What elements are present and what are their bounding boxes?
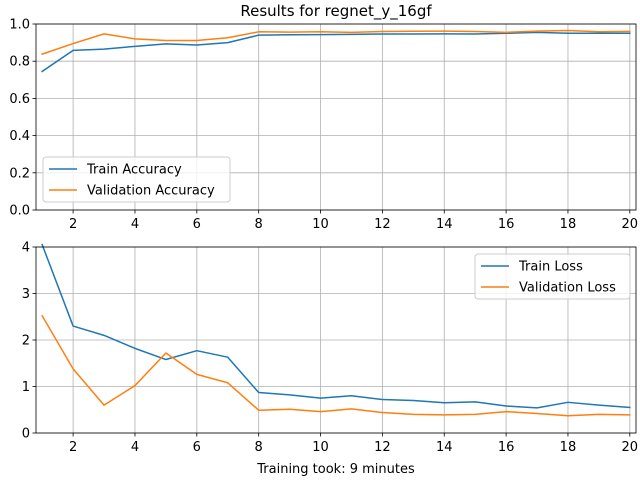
x-tick-label: 8 bbox=[255, 217, 263, 232]
x-tick-label: 8 bbox=[255, 440, 263, 455]
y-tick-label: 0 bbox=[22, 427, 30, 442]
y-tick-label: 3 bbox=[22, 287, 30, 302]
accuracy-plot: 2 4 6 8 10 12 14 16 18 20 0.0 0.2 0.4 0.6 0.8 1.0 Result… bbox=[9, 2, 638, 232]
y-tick-label: 0.2 bbox=[9, 166, 30, 181]
axes-frame bbox=[35, 23, 637, 211]
legend: Train Accuracy Validation Accuracy bbox=[42, 156, 231, 203]
x-tick-label: 6 bbox=[193, 217, 201, 232]
y-tick-label: 0.0 bbox=[9, 204, 30, 219]
y-tick-label: 0.6 bbox=[9, 92, 30, 107]
legend-box bbox=[474, 253, 631, 300]
y-tick-label: 4 bbox=[22, 241, 30, 256]
series-line-train-accuracy bbox=[41, 31, 631, 73]
x-tick-label: 4 bbox=[131, 440, 139, 455]
legend: Train Loss Validation Loss bbox=[474, 253, 631, 300]
x-tick-label: 16 bbox=[498, 440, 515, 455]
x-tick-label: 16 bbox=[498, 217, 515, 232]
x-tick-label: 10 bbox=[312, 440, 329, 455]
x-tick-label: 2 bbox=[69, 440, 77, 455]
x-tick-label: 12 bbox=[374, 440, 391, 455]
x-tick-label: 12 bbox=[374, 217, 391, 232]
y-tick-label: 2 bbox=[22, 334, 30, 349]
x-tick-label: 20 bbox=[622, 440, 639, 455]
x-tick-label: 6 bbox=[193, 440, 201, 455]
chart-title: Results for regnet_y_16gf bbox=[240, 2, 432, 21]
x-tick-label: 14 bbox=[436, 440, 453, 455]
legend-label: Train Loss bbox=[518, 260, 583, 275]
legend-box bbox=[42, 156, 231, 203]
legend-label: Validation Loss bbox=[519, 281, 616, 296]
legend-label: Train Accuracy bbox=[86, 163, 182, 178]
series-line-validation-loss bbox=[41, 314, 631, 417]
legend-label: Validation Accuracy bbox=[87, 184, 215, 199]
x-tick-label: 2 bbox=[69, 217, 77, 232]
y-tick-label: 0.8 bbox=[9, 55, 30, 70]
x-tick-label: 4 bbox=[131, 217, 139, 232]
y-tick-label: 1.0 bbox=[9, 18, 30, 33]
y-tick-label: 0.4 bbox=[9, 129, 30, 144]
y-tick-label: 1 bbox=[22, 380, 30, 395]
series-line-validation-accuracy bbox=[41, 29, 631, 56]
series-line-train-loss bbox=[41, 243, 631, 409]
training-duration-label: Training took: 9 minutes bbox=[256, 462, 415, 477]
x-tick-label: 20 bbox=[622, 217, 639, 232]
x-tick-label: 18 bbox=[560, 440, 577, 455]
x-tick-label: 18 bbox=[560, 217, 577, 232]
x-tick-label: 10 bbox=[312, 217, 329, 232]
x-tick-label: 14 bbox=[436, 217, 453, 232]
